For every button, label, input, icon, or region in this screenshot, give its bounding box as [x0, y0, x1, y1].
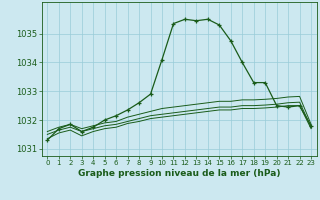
X-axis label: Graphe pression niveau de la mer (hPa): Graphe pression niveau de la mer (hPa) — [78, 169, 280, 178]
